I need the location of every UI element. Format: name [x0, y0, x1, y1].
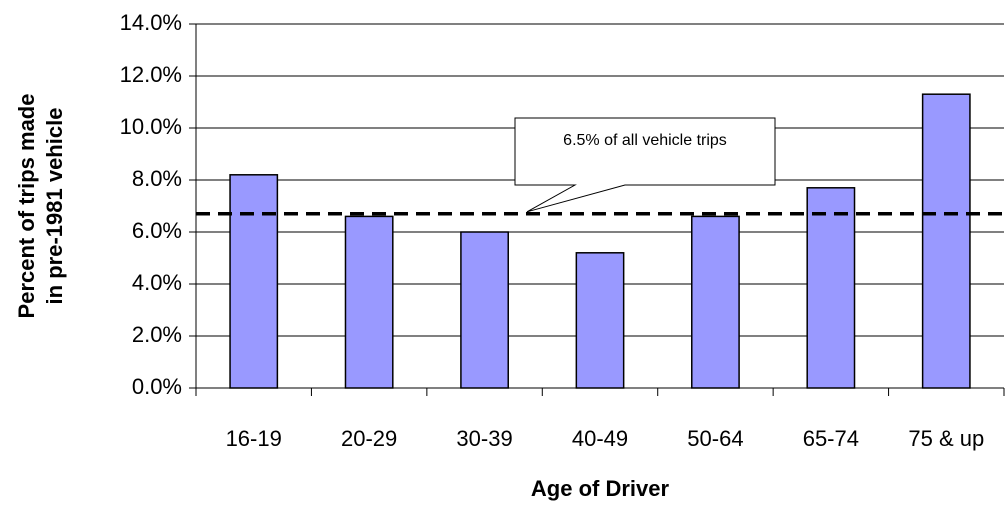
x-tick-label: 20-29	[341, 426, 397, 451]
x-tick-label: 65-74	[803, 426, 859, 451]
x-tick-label: 75 & up	[908, 426, 984, 451]
y-tick-label: 4.0%	[132, 270, 182, 295]
bar	[921, 93, 971, 389]
x-tick-label: 40-49	[572, 426, 628, 451]
x-axis-title: Age of Driver	[531, 476, 670, 501]
bar	[229, 174, 279, 389]
bar	[806, 187, 856, 389]
y-tick-label: 12.0%	[120, 62, 182, 87]
annotation: 6.5% of all vehicle trips	[563, 132, 727, 149]
y-tick-label: 10.0%	[120, 114, 182, 139]
x-tick-label: 16-19	[226, 426, 282, 451]
callout	[514, 117, 776, 213]
x-tick-label: 30-39	[456, 426, 512, 451]
y-tick-label: 8.0%	[132, 166, 182, 191]
bar	[575, 252, 625, 389]
x-tick-label: 50-64	[687, 426, 743, 451]
y-axis-title: Percent of trips made	[14, 94, 39, 319]
y-tick-label: 6.0%	[132, 218, 182, 243]
bar	[460, 231, 509, 389]
bar	[691, 215, 740, 389]
y-tick-label: 2.0%	[132, 322, 182, 347]
bar	[344, 215, 394, 389]
y-axis-title: in pre-1981 vehicle	[42, 108, 67, 305]
y-tick-label: 0.0%	[132, 374, 182, 399]
y-tick-label: 14.0%	[120, 10, 182, 35]
